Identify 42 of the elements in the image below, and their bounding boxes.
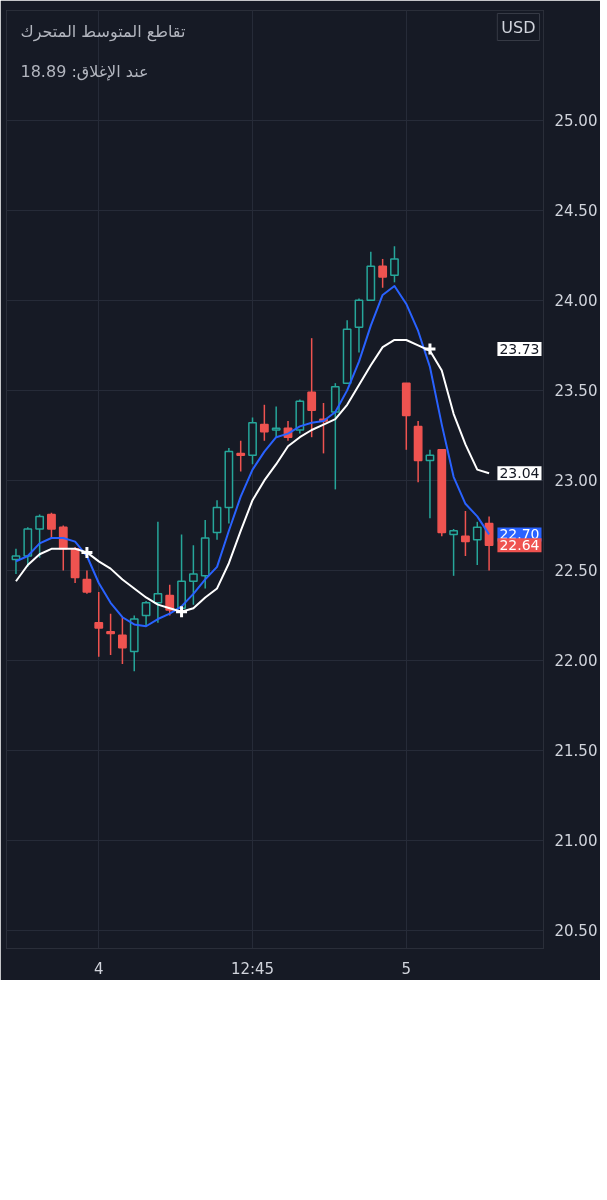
- candlestick: [390, 245, 399, 284]
- x-tick-label: 4: [93, 959, 104, 978]
- candlestick: [307, 337, 317, 438]
- candlestick: [35, 513, 45, 559]
- y-tick-label: 22.50: [554, 562, 598, 581]
- candlestick: [106, 612, 115, 656]
- candlestick: [271, 405, 281, 438]
- candlestick: [378, 258, 388, 289]
- y-tick-label: 21.00: [554, 832, 598, 851]
- annotation: عند الإغلاق: 18.89: [20, 61, 149, 81]
- candlestick: [47, 512, 56, 539]
- point: [79, 545, 94, 560]
- candlestick: [259, 404, 269, 442]
- candlestick: [236, 440, 246, 473]
- point: [174, 604, 189, 619]
- candlestick: [449, 528, 459, 577]
- text: 23.04: [499, 465, 540, 482]
- candlestick: [484, 515, 494, 572]
- y-tick-label: 23.50: [554, 382, 598, 401]
- candlestick: [461, 510, 470, 557]
- line-series: [14, 338, 491, 613]
- y-tick-label: 24.50: [554, 202, 598, 221]
- y-tick-label: 23.00: [554, 472, 598, 491]
- y-tick-label: 22.00: [554, 652, 598, 671]
- point: [422, 341, 437, 356]
- candlestick: [188, 544, 198, 606]
- candlestick: [82, 569, 92, 595]
- y-tick-label: 21.50: [554, 742, 598, 761]
- candlestick: [94, 591, 104, 658]
- candlestick: [153, 521, 163, 624]
- text: 23.73: [499, 340, 540, 357]
- text: USD: [501, 17, 536, 37]
- candlestick: [472, 521, 482, 566]
- annotation: تقاطع المتوسط المتحرك: [20, 21, 186, 42]
- y-tick-label: 25.00: [554, 112, 598, 131]
- candlestick: [141, 600, 151, 627]
- x-tick-label: 5: [401, 959, 412, 978]
- y-tick-label: 24.00: [554, 292, 598, 311]
- x-tick-label: 12:45: [230, 959, 275, 978]
- candlestick: [118, 616, 127, 665]
- y-tick-label: 20.50: [554, 922, 598, 941]
- candlestick: [425, 449, 435, 519]
